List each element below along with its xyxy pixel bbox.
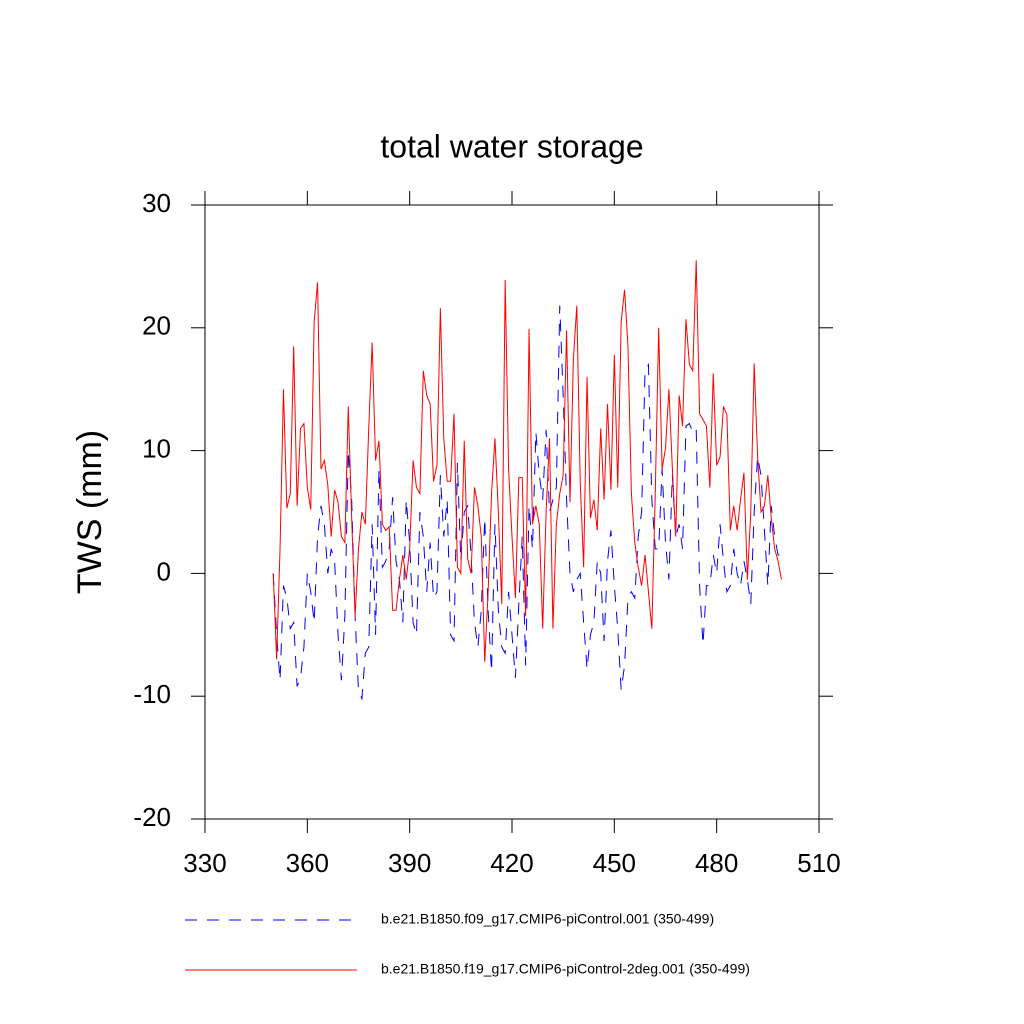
y-tick-label: 20 <box>142 311 171 341</box>
x-tick-label: 390 <box>388 848 431 878</box>
plot-frame <box>204 204 820 820</box>
y-tick-label: 10 <box>142 433 171 463</box>
data-line <box>272 305 782 701</box>
y-tick-label: -20 <box>133 802 171 832</box>
y-tick-label: -10 <box>133 679 171 709</box>
y-tick-label: 30 <box>142 188 171 218</box>
data-line <box>272 260 782 662</box>
legend-label: b.e21.B1850.f09_g17.CMIP6-piControl.001 … <box>381 911 714 927</box>
x-tick-label: 510 <box>797 848 840 878</box>
chart-title: total water storage <box>380 128 643 164</box>
y-tick-label: 0 <box>157 556 171 586</box>
x-tick-label: 450 <box>593 848 636 878</box>
x-tick-label: 360 <box>286 848 329 878</box>
legend-label: b.e21.B1850.f19_g17.CMIP6-piControl-2deg… <box>381 961 750 977</box>
x-tick-label: 480 <box>695 848 738 878</box>
y-axis-label: TWS (mm) <box>71 430 109 594</box>
x-tick-label: 330 <box>183 848 226 878</box>
x-tick-label: 420 <box>490 848 533 878</box>
